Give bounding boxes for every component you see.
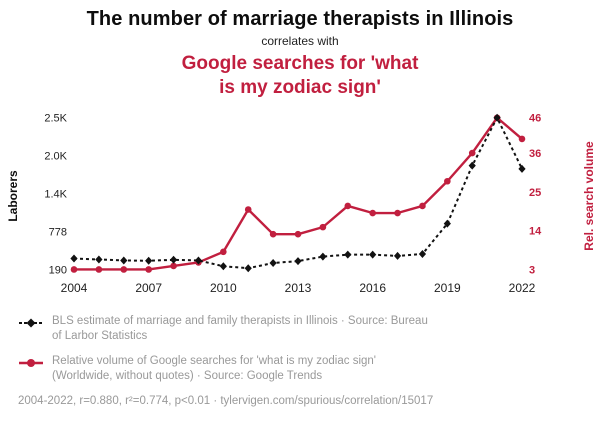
spurious-correlation-figure: The number of marriage therapists in Ill… [0, 8, 600, 422]
diamond-marker [70, 254, 78, 263]
correlates-with-label: correlates with [261, 34, 339, 48]
diamond-marker [443, 219, 451, 228]
circle-marker [70, 265, 78, 273]
secondary-title-line-1: Google searches for 'what [181, 53, 419, 74]
secondary-title: Google searches for 'what is my zodiac s… [0, 52, 600, 100]
circle-marker [244, 205, 252, 213]
circle-marker [419, 202, 426, 209]
x-tick-label: 2013 [285, 281, 312, 295]
legend-text-therapists: BLS estimate of marriage and family ther… [52, 314, 428, 345]
circle-marker [444, 177, 451, 185]
x-tick-label: 2022 [509, 281, 536, 295]
diamond-marker [219, 261, 227, 270]
legend-text-searches-line-2: (Worldwide, without quotes) · Source: Go… [52, 370, 323, 383]
left-tick-label: 2.0K [44, 150, 67, 162]
left-tick-label: 190 [49, 264, 67, 276]
diamond-marker [145, 256, 153, 265]
diamond-marker [518, 164, 526, 173]
diamond-marker [120, 255, 128, 264]
x-tick-label: 2019 [434, 281, 461, 295]
left-tick-label: 778 [49, 226, 67, 238]
diamond-marker [393, 251, 402, 260]
therapists-series-line [73, 116, 523, 269]
circle-marker [344, 202, 352, 209]
legend-diamond-marker [26, 318, 36, 327]
stats-footer: 2004-2022, r=0.880, r²=0.774, p<0.01 · t… [18, 394, 434, 407]
left-tick-label: 1.4K [44, 188, 67, 200]
legend: BLS estimate of marriage and family ther… [18, 314, 582, 407]
primary-title: The number of marriage therapists in Ill… [86, 8, 514, 30]
diamond-marker [294, 256, 302, 265]
right-tick-label: 46 [529, 112, 541, 124]
right-tick-label: 14 [529, 225, 542, 237]
red-line-circle-icon [19, 358, 43, 367]
circle-marker [294, 230, 302, 237]
diamond-marker [344, 250, 352, 259]
legend-item-therapists: BLS estimate of marriage and family ther… [18, 314, 582, 345]
right-tick-label: 36 [529, 148, 541, 160]
circle-marker [518, 135, 526, 142]
left-tick-label: 2.5K [44, 112, 67, 124]
circle-marker [220, 248, 227, 255]
x-tick-label: 2007 [135, 281, 162, 295]
right-axis-label: Rel. search volume [582, 140, 596, 251]
diamond-marker [418, 249, 427, 258]
diamond-marker [493, 113, 501, 122]
diamond-marker [269, 258, 277, 267]
diamond-marker [95, 254, 103, 263]
diamond-marker [319, 252, 327, 261]
correlation-line-chart: 190 778 1.4K 2.0K 2.5K 3 14 25 36 46 2004 2007 2010 2… [44, 112, 542, 295]
circle-marker [468, 149, 476, 156]
black-dashed-line-icon [19, 318, 43, 327]
right-tick-label: 25 [529, 186, 541, 198]
x-tick-label: 2016 [359, 281, 386, 295]
x-tick-label: 2010 [210, 281, 237, 295]
circle-marker [319, 223, 327, 230]
circle-marker [145, 265, 152, 273]
diamond-marker [169, 255, 178, 264]
legend-text-therapists-line-2: of Larbor Statistics [52, 330, 148, 343]
searches-series-line [74, 116, 523, 271]
circle-marker [369, 209, 376, 216]
legend-text-searches: Relative volume of Google searches for '… [52, 354, 376, 385]
diamond-marker [369, 250, 377, 259]
x-tick-label: 2004 [61, 281, 88, 295]
legend-item-searches: Relative volume of Google searches for '… [18, 354, 582, 385]
secondary-title-line-2: is my zodiac sign' [219, 76, 381, 98]
legend-circle-marker [27, 358, 35, 367]
chart-area: Laborers 190 778 1.4K 2.0K 2.5K 3 14 25 36 46 2004… [0, 104, 600, 304]
circle-marker [269, 230, 277, 237]
circle-marker [170, 262, 177, 269]
right-tick-label: 3 [529, 264, 535, 276]
diamond-marker [244, 263, 252, 272]
legend-text-therapists-line-1: BLS estimate of marriage and family ther… [52, 314, 428, 327]
circle-marker [95, 265, 103, 273]
legend-text-searches-line-1: Relative volume of Google searches for '… [52, 354, 376, 367]
circle-marker [120, 265, 128, 273]
diamond-marker [468, 161, 476, 170]
left-axis-label: Laborers [6, 169, 20, 222]
circle-marker [394, 209, 401, 216]
